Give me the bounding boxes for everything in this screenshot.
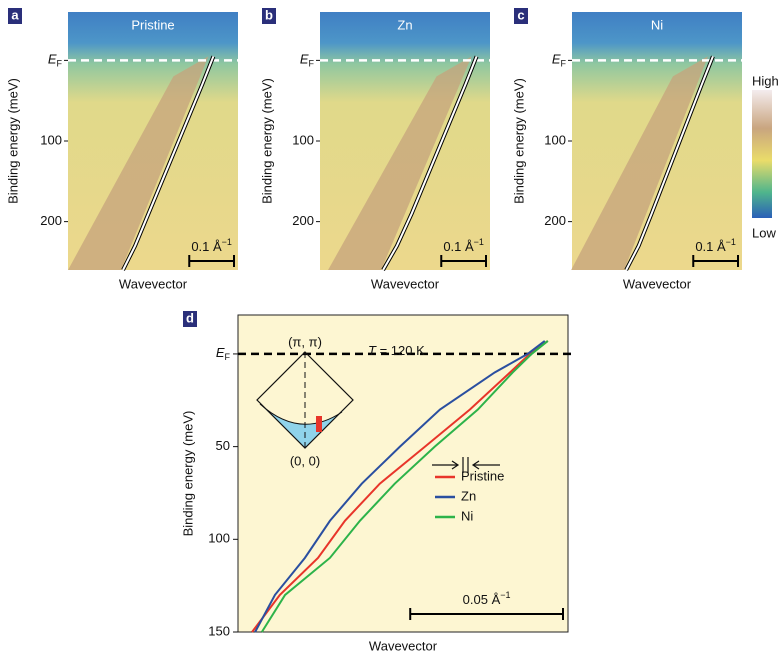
shift-arrows — [432, 457, 500, 473]
tick-main: E — [48, 52, 57, 67]
y-tick-label: 100 — [544, 132, 566, 147]
dispersion — [382, 55, 478, 271]
y-tick-label: EF — [300, 52, 315, 69]
scale-bar-label: 0.1 Å−1 — [695, 237, 736, 254]
tick-sub: F — [225, 352, 231, 362]
scale-bar-label: 0.1 Å−1 — [443, 237, 484, 254]
y-tick-label: EF — [552, 52, 567, 69]
y-axis-label: Binding energy (meV) — [5, 78, 20, 204]
scale-label: 0.1 Å — [191, 239, 222, 254]
inset-bottom: (0, 0) — [290, 453, 320, 468]
x-axis-label: Wavevector — [371, 276, 440, 291]
y-tick-label: 100 — [208, 531, 230, 546]
y-tick-label: 150 — [208, 623, 230, 638]
intensity-band — [68, 56, 209, 270]
annotation-italic: T — [368, 343, 377, 358]
y-tick-label: 200 — [40, 213, 62, 228]
scale-sup: −1 — [222, 237, 232, 247]
scale-bar — [692, 255, 739, 267]
annotation: T = 120 K — [368, 343, 425, 358]
x-axis-label: Wavevector — [119, 276, 188, 291]
scale-label: 0.1 Å — [443, 239, 474, 254]
tick-sub: F — [309, 59, 315, 69]
panel-label: a — [11, 7, 19, 22]
y-tick-label: EF — [48, 52, 63, 69]
y-tick-label: 200 — [292, 213, 314, 228]
tick-main: E — [216, 345, 225, 360]
panel-label-box — [8, 8, 22, 24]
tick-sub: F — [561, 59, 567, 69]
series-line — [254, 340, 546, 633]
inset-top: (π, π) — [288, 334, 322, 349]
scale-bar-label: 0.1 Å−1 — [191, 237, 232, 254]
legend-label: Zn — [461, 488, 476, 503]
panel-label-box — [262, 8, 276, 24]
intensity-band — [571, 56, 708, 270]
series-line — [260, 340, 549, 633]
colorbar — [752, 90, 772, 218]
legend-label: Ni — [461, 508, 473, 523]
panel-title: Zn — [397, 17, 412, 32]
scale-bar — [409, 608, 564, 620]
x-axis-label: Wavevector — [623, 276, 692, 291]
y-tick-label: 50 — [216, 438, 230, 453]
inset-cut — [316, 416, 322, 432]
inset-fermi-area — [260, 404, 348, 448]
series-line — [251, 340, 549, 633]
dispersion — [122, 55, 215, 271]
legend-label: Pristine — [461, 468, 504, 483]
y-axis-label: Binding energy (meV) — [259, 78, 274, 204]
inset-fermi-curve — [259, 403, 343, 425]
scale-bar — [440, 255, 487, 267]
scale-sup: −1 — [726, 237, 736, 247]
panel-label: c — [517, 7, 524, 22]
scale-bar — [188, 255, 235, 267]
scale-sup: −1 — [500, 590, 510, 600]
annotation-text: = 120 K — [376, 343, 425, 358]
intensity-band — [328, 56, 472, 270]
tick-sub: F — [57, 59, 63, 69]
plot-area — [237, 314, 569, 633]
x-axis-label: Wavevector — [369, 638, 438, 653]
y-axis-label: Binding energy (meV) — [180, 411, 195, 537]
y-axis-label: Binding energy (meV) — [511, 78, 526, 204]
panel-label: b — [265, 7, 273, 22]
y-tick-label: EF — [216, 345, 231, 362]
scale-sup: −1 — [474, 237, 484, 247]
dispersion — [625, 55, 714, 271]
scale-bar-label: 0.05 Å−1 — [463, 590, 511, 607]
panel-label: d — [186, 310, 194, 325]
scale-label: 0.1 Å — [695, 239, 726, 254]
panel-title: Pristine — [131, 17, 174, 32]
y-tick-label: 100 — [40, 132, 62, 147]
tick-main: E — [552, 52, 561, 67]
colorbar-low: Low — [752, 225, 776, 240]
colorbar-high: High — [752, 73, 779, 88]
panel-label-box — [183, 311, 197, 327]
y-tick-label: 200 — [544, 213, 566, 228]
y-tick-label: 100 — [292, 132, 314, 147]
scale-label: 0.05 Å — [463, 592, 501, 607]
panel-title: Ni — [651, 17, 663, 32]
tick-main: E — [300, 52, 309, 67]
panel-label-box — [514, 8, 528, 24]
